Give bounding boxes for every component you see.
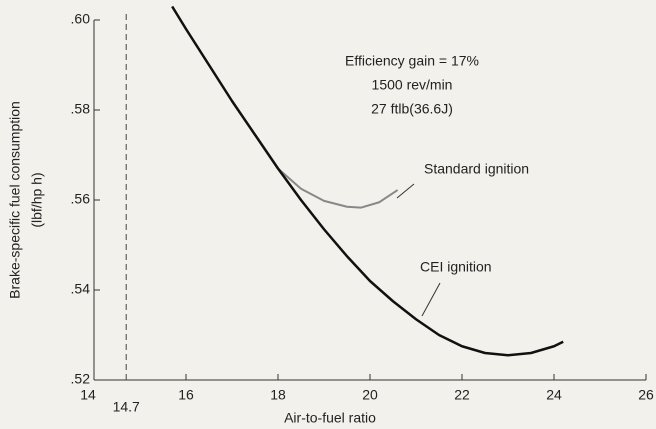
series-label: CEI ignition <box>420 259 492 275</box>
annotation: 27 ftlb(36.6J) <box>371 101 453 117</box>
y-axis-label: Brake-specific fuel consumption <box>7 101 23 299</box>
y-axis-label: (lbf/hp h) <box>29 172 45 227</box>
annotation: 1500 rev/min <box>372 77 453 93</box>
reference-label: 14.7 <box>113 399 140 415</box>
x-tick-label: 22 <box>454 387 470 403</box>
x-tick-label: 24 <box>546 387 562 403</box>
x-tick-label: 16 <box>178 387 194 403</box>
y-tick-label: .52 <box>71 371 91 387</box>
x-tick-label: 14 <box>80 387 96 403</box>
line <box>171 5 564 357</box>
leader-line <box>421 282 441 317</box>
x-axis-label: Air-to-fuel ratio <box>284 410 376 426</box>
x-tick-label: 18 <box>270 387 286 403</box>
y-tick-label: .56 <box>71 191 91 207</box>
series-label: Standard ignition <box>424 161 529 177</box>
x-tick-label: 20 <box>362 387 378 403</box>
annotation: Efficiency gain = 17% <box>345 53 479 69</box>
x-tick-label: 26 <box>638 387 654 403</box>
leader-line <box>396 183 415 199</box>
y-tick-label: .58 <box>71 101 91 117</box>
y-tick-label: .60 <box>71 11 91 27</box>
y-tick-label: .54 <box>71 281 91 297</box>
